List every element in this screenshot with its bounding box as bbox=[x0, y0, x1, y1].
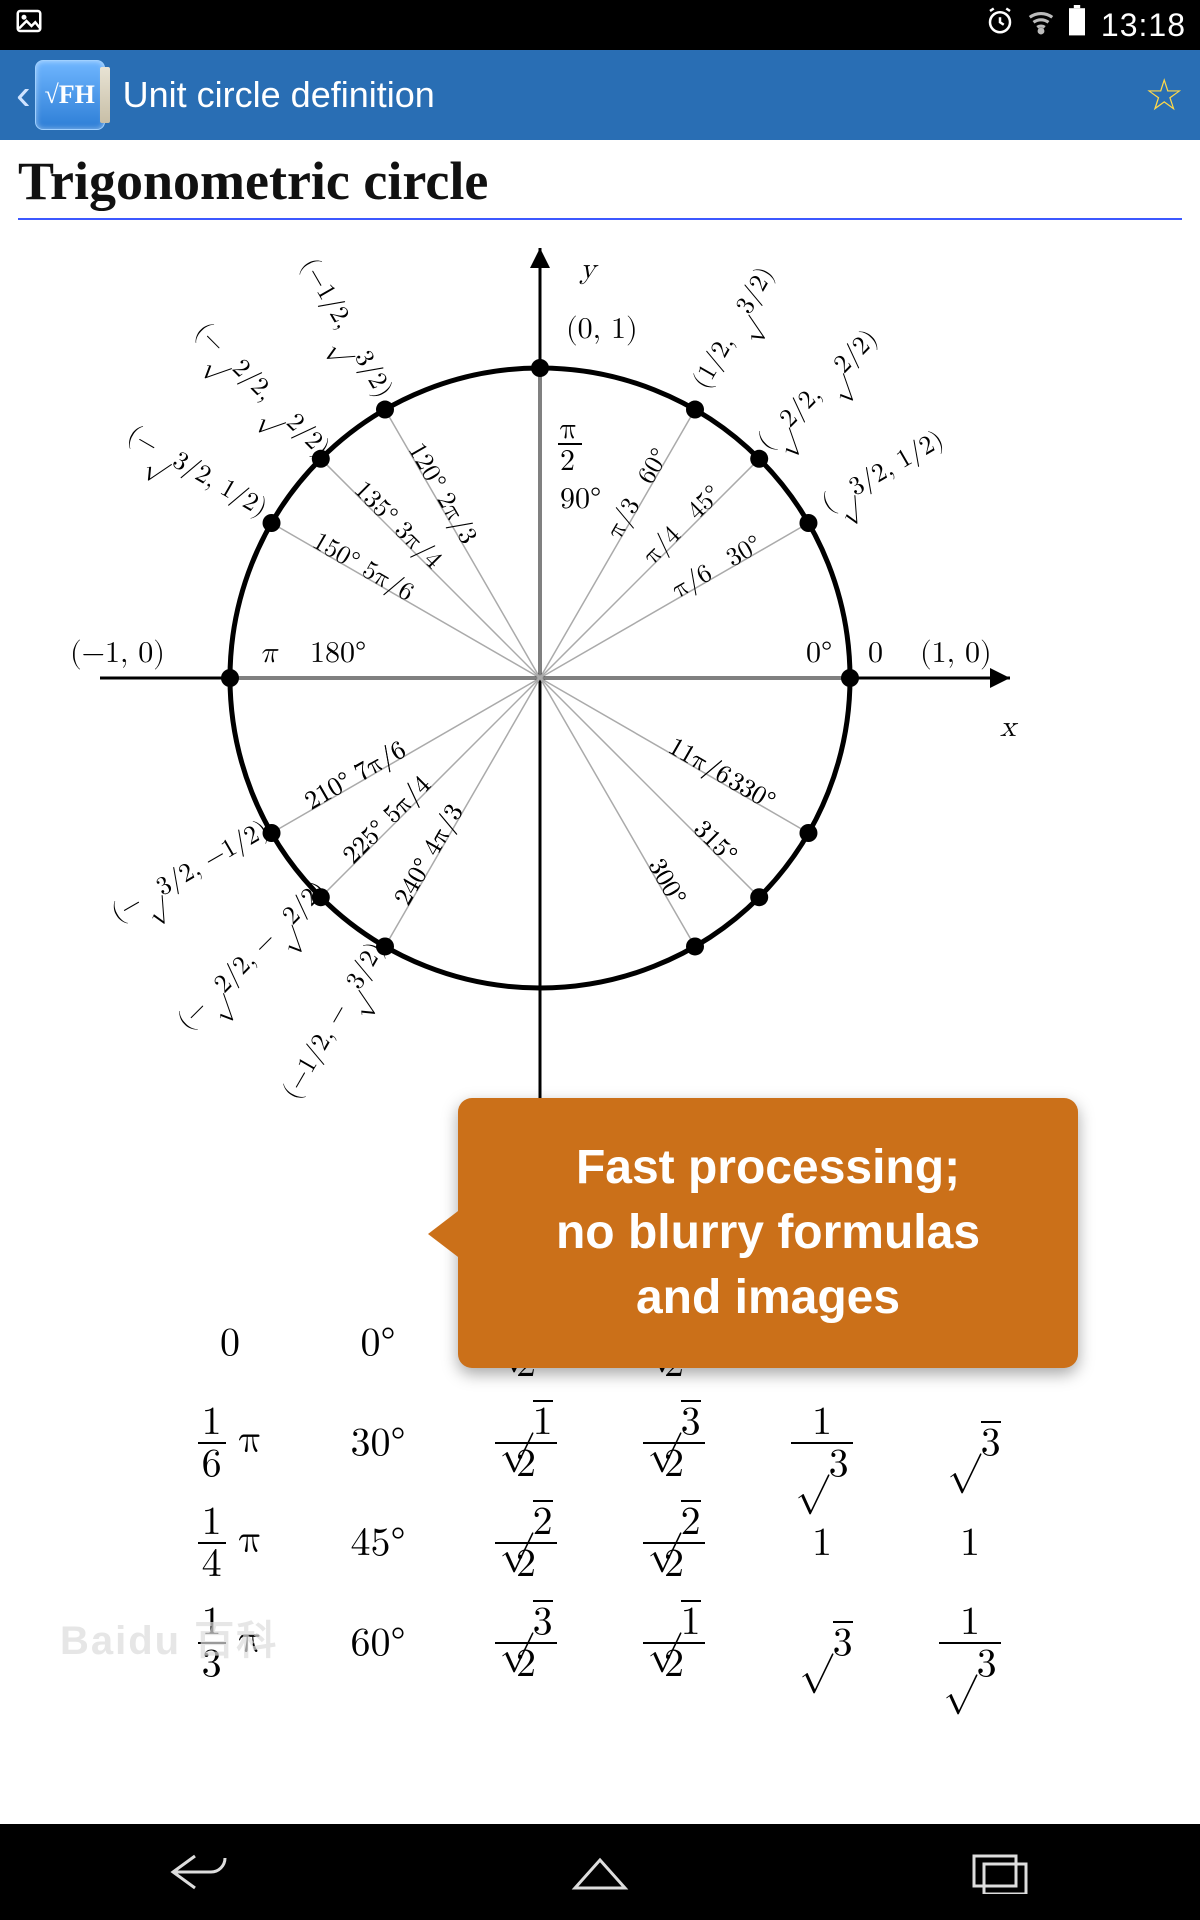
svg-text:(√2/2, √2/2): (√2/2, √2/2) bbox=[753, 325, 896, 468]
table-row: 13 π60°√32√12√31√3 bbox=[175, 1602, 1025, 1684]
svg-text:2π/3: 2π/3 bbox=[430, 489, 481, 549]
svg-text:(0, 1): (0, 1) bbox=[566, 314, 638, 346]
back-button[interactable]: ‹ bbox=[16, 70, 31, 120]
svg-text:(−√3/2, 1/2): (−√3/2, 1/2) bbox=[114, 422, 272, 539]
table-header bbox=[175, 1236, 285, 1284]
content-area: Trigonometric circle xy0°0(1, 0)30°π/6(√… bbox=[0, 140, 1200, 1824]
svg-text:π/6: π/6 bbox=[668, 560, 717, 604]
table-header bbox=[323, 1236, 433, 1284]
svg-text:60°: 60° bbox=[634, 445, 674, 489]
favorite-star-icon[interactable]: ☆ bbox=[1145, 70, 1184, 121]
cell-deg: 45° bbox=[323, 1502, 433, 1584]
svg-text:(1, 0): (1, 0) bbox=[920, 638, 992, 670]
cell-sin: √22 bbox=[471, 1502, 581, 1584]
watermark: Baidu 百科 bbox=[60, 1608, 278, 1666]
status-bar: 13:18 bbox=[0, 0, 1200, 50]
nav-recent-button[interactable] bbox=[950, 1842, 1050, 1902]
unit-circle-svg: x y 0° 0 (1, 0) 30°π/6 (√3/2, 1/2) 45°π/4 (√2/2,… bbox=[20, 248, 1180, 1208]
app-icon[interactable]: √FH bbox=[35, 60, 105, 130]
cell-sin: √32 bbox=[471, 1602, 581, 1684]
nav-home-button[interactable] bbox=[550, 1842, 650, 1902]
svg-text:π/4: π/4 bbox=[639, 522, 687, 570]
table-row: 16 π 30° √12 √32 1√3 √3 bbox=[175, 1402, 1025, 1484]
feature-callout: Fast processing; no blurry formulas and … bbox=[458, 1098, 1078, 1368]
svg-text:(−1/2, −√3/2): (−1/2, −√3/2) bbox=[279, 938, 406, 1113]
svg-text:5π/6: 5π/6 bbox=[357, 557, 417, 608]
cell-cos: √22 bbox=[619, 1502, 729, 1584]
cell-deg: 0° bbox=[323, 1302, 433, 1384]
android-nav-bar bbox=[0, 1824, 1200, 1920]
svg-text:π: π bbox=[560, 414, 578, 444]
svg-text:(−1, 0): (−1, 0) bbox=[70, 638, 165, 670]
table-row: 14 π 45° √22 √22 11 bbox=[175, 1502, 1025, 1584]
svg-text:225°: 225° bbox=[339, 816, 392, 869]
svg-text:45°: 45° bbox=[683, 482, 727, 526]
svg-text:300°: 300° bbox=[643, 855, 690, 910]
svg-text:2: 2 bbox=[560, 446, 575, 476]
svg-text:(1/2, √3/2): (1/2, √3/2) bbox=[689, 263, 796, 403]
svg-text:(√3/2, 1/2): (√3/2, 1/2) bbox=[818, 427, 958, 534]
callout-line: Fast processing; bbox=[498, 1136, 1038, 1201]
cell-deg: 30° bbox=[323, 1402, 433, 1484]
svg-text:(−√3/2, −1/2): (−√3/2, −1/2) bbox=[107, 817, 282, 944]
svg-text:90°: 90° bbox=[560, 484, 601, 514]
svg-text:315°: 315° bbox=[688, 816, 741, 869]
nav-back-button[interactable] bbox=[150, 1842, 250, 1902]
svg-text:240°: 240° bbox=[390, 855, 437, 910]
cell-cos: √12 bbox=[619, 1602, 729, 1684]
svg-text:11π/6: 11π/6 bbox=[663, 734, 735, 791]
svg-text:4π/3: 4π/3 bbox=[419, 800, 470, 860]
status-clock: 13:18 bbox=[1101, 7, 1186, 44]
cell-tan: 1 bbox=[767, 1502, 877, 1584]
cell-cot: 1√3 bbox=[915, 1602, 1025, 1684]
svg-text:y: y bbox=[579, 254, 599, 285]
cell-cot: √3 bbox=[915, 1402, 1025, 1484]
unit-circle-figure: x y 0° 0 (1, 0) 30°π/6 (√3/2, 1/2) 45°π/4 (√2/2,… bbox=[18, 248, 1182, 1208]
svg-text:π: π bbox=[260, 638, 279, 668]
callout-line: and images bbox=[498, 1266, 1038, 1331]
cell-rad: 0 bbox=[175, 1302, 285, 1384]
svg-text:0: 0 bbox=[868, 638, 883, 668]
svg-text:(−√2/2, √2/2): (−√2/2, √2/2) bbox=[177, 318, 334, 475]
svg-text:120°: 120° bbox=[403, 439, 450, 494]
screen: 13:18 ‹ √FH Unit circle definition ☆ Tri… bbox=[0, 0, 1200, 1920]
svg-text:5π/4: 5π/4 bbox=[379, 772, 436, 829]
svg-text:210°: 210° bbox=[301, 768, 356, 815]
page-subtitle: Unit circle definition bbox=[123, 74, 435, 116]
notification-image-icon bbox=[14, 6, 44, 44]
svg-text:π/3: π/3 bbox=[602, 494, 646, 543]
cell-cos: √32 bbox=[619, 1402, 729, 1484]
svg-text:7π/6: 7π/6 bbox=[351, 737, 411, 788]
cell-tan: 1√3 bbox=[767, 1402, 877, 1484]
cell-deg: 60° bbox=[323, 1602, 433, 1684]
svg-text:x: x bbox=[1000, 712, 1019, 742]
cell-cot: 1 bbox=[915, 1502, 1025, 1584]
svg-text:150°: 150° bbox=[308, 528, 363, 575]
svg-text:(−1/2, √3/2): (−1/2, √3/2) bbox=[279, 254, 396, 412]
svg-text:3π/4: 3π/4 bbox=[389, 517, 446, 574]
callout-line: no blurry formulas bbox=[498, 1201, 1038, 1266]
cell-rad: 14 π bbox=[175, 1502, 285, 1584]
page-title: Trigonometric circle bbox=[18, 150, 1182, 220]
cell-sin: √12 bbox=[471, 1402, 581, 1484]
svg-text:30°: 30° bbox=[722, 532, 766, 572]
cell-rad: 16 π bbox=[175, 1402, 285, 1484]
svg-text:135°: 135° bbox=[349, 477, 402, 530]
svg-text:330°: 330° bbox=[724, 768, 779, 815]
svg-text:0°: 0° bbox=[806, 638, 832, 668]
cell-tan: √3 bbox=[767, 1602, 877, 1684]
phone-frame: 13:18 ‹ √FH Unit circle definition ☆ Tri… bbox=[0, 0, 1200, 1920]
wifi-icon bbox=[1025, 6, 1057, 44]
alarm-icon bbox=[985, 6, 1015, 44]
battery-icon bbox=[1067, 5, 1087, 45]
svg-text:180°: 180° bbox=[310, 638, 366, 668]
action-bar: ‹ √FH Unit circle definition ☆ bbox=[0, 50, 1200, 140]
